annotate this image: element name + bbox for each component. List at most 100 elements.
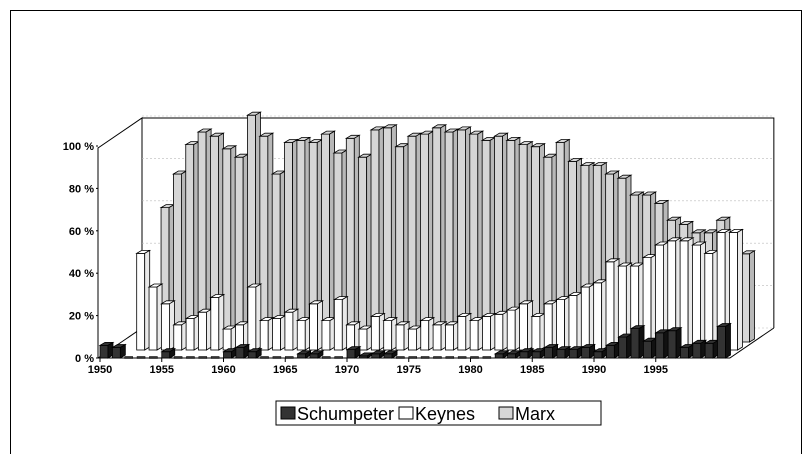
legend-label: Marx (515, 404, 555, 424)
bar-marx-front (419, 133, 429, 343)
y-tick-label: 0 % (75, 353, 94, 365)
bar-schumpeter (641, 337, 658, 359)
chart-frame: 0 % 20 % 40 % 60 % 80 % 100 % 1950 1955 1960 196… (10, 10, 802, 454)
bar-schumpeter (173, 356, 183, 359)
bar-keynes (641, 253, 658, 351)
bar-schumpeter-side (255, 347, 262, 359)
bar-keynes-front (210, 297, 220, 351)
bar-schumpeter (222, 347, 238, 359)
bar-keynes-front (605, 261, 615, 351)
bar-marx (344, 134, 361, 343)
bar-schumpeter-front (297, 353, 307, 359)
y-tick-label: 80 % (69, 183, 94, 195)
bar-keynes (493, 310, 510, 351)
bar-keynes-front (531, 315, 541, 351)
bar-schumpeter-front (309, 353, 319, 359)
bar-schumpeter (322, 356, 331, 359)
bar-schumpeter (136, 356, 146, 359)
bar-schumpeter-front (161, 351, 171, 359)
bar-schumpeter (506, 350, 522, 359)
bar-schumpeter (482, 356, 492, 359)
bar-keynes (530, 312, 547, 351)
bar-schumpeter (654, 329, 671, 359)
bar-keynes-front (469, 320, 479, 351)
bar-schumpeter (493, 350, 510, 359)
bar-keynes (542, 300, 559, 351)
bar-marx (184, 140, 201, 343)
bar-schumpeter (629, 324, 646, 359)
bar-keynes-front (247, 286, 257, 351)
legend-swatch (280, 406, 296, 420)
bar-schumpeter-side (119, 343, 126, 359)
bar-schumpeter (285, 356, 294, 359)
bar-keynes (468, 316, 485, 351)
x-tick-label: 1985 (520, 364, 544, 376)
bar-schumpeter (445, 356, 455, 359)
bar-schumpeter-front (544, 347, 553, 359)
bar-schumpeter (260, 356, 269, 359)
bar-marx-front (432, 127, 442, 343)
bar-schumpeter (210, 356, 220, 359)
bar-keynes (320, 316, 337, 351)
bar-keynes (283, 308, 300, 351)
bar-marx-front (234, 156, 244, 343)
bar-keynes-front (259, 320, 269, 351)
bar-schumpeter (617, 333, 634, 359)
bar-schumpeter-front (581, 347, 591, 359)
bar-marx (171, 170, 188, 343)
bar-keynes-front (457, 315, 467, 351)
bar-schumpeter (691, 339, 708, 359)
bar-keynes (579, 283, 596, 351)
bar-keynes-front (482, 315, 491, 351)
bar-schumpeter-front (111, 347, 121, 359)
bar-schumpeter (149, 356, 158, 359)
row-schumpeter (98, 322, 732, 359)
bar-keynes (172, 321, 189, 351)
bar-rows (98, 111, 756, 359)
bar-schumpeter-front (99, 344, 109, 359)
bar-marx-side (749, 250, 755, 343)
bar-keynes (271, 314, 287, 351)
bar-marx (406, 132, 423, 343)
bar-keynes-front (321, 320, 331, 351)
bar-schumpeter-front (605, 344, 615, 359)
bar-schumpeter-front (680, 347, 689, 359)
bar-schumpeter (457, 356, 467, 359)
bar-keynes (604, 258, 621, 351)
bar-keynes-front (494, 313, 504, 351)
bar-marx (394, 142, 411, 343)
bar-marx (456, 126, 472, 343)
bar-keynes (616, 262, 633, 351)
x-tick-label: 1975 (397, 364, 421, 376)
bar-keynes-front (309, 303, 319, 351)
bar-keynes (369, 312, 386, 351)
bar-keynes-front (519, 303, 528, 351)
bar-keynes-front (160, 303, 170, 351)
bar-schumpeter-front (655, 332, 665, 359)
chart: 0 % 20 % 40 % 60 % 80 % 100 % 1950 1955 1960 196… (63, 111, 775, 426)
bar-keynes (345, 321, 362, 351)
legend-swatch (398, 406, 414, 420)
bar-schumpeter (703, 339, 720, 359)
bar-schumpeter (530, 347, 547, 359)
bar-marx-front (407, 135, 417, 343)
bar-schumpeter (296, 350, 313, 359)
bar-keynes-front (593, 282, 603, 351)
bar-keynes-front (272, 318, 281, 351)
bar-schumpeter (124, 356, 133, 359)
bar-keynes-front (370, 315, 380, 351)
bar-schumpeter (666, 326, 683, 359)
bar-schumpeter-front (507, 353, 516, 359)
bar-marx (431, 124, 448, 343)
bar-schumpeter (160, 347, 177, 359)
bar-keynes-front (556, 299, 565, 351)
bar-schumpeter-front (568, 349, 578, 359)
y-tick-label: 100 % (63, 141, 94, 153)
bar-keynes (394, 321, 411, 351)
bar-keynes-front (692, 244, 701, 351)
bar-schumpeter (98, 341, 115, 359)
bar-schumpeter-side (317, 350, 324, 359)
bar-keynes (332, 295, 349, 351)
bar-schumpeter-front (223, 351, 232, 359)
bar-schumpeter (370, 350, 387, 359)
